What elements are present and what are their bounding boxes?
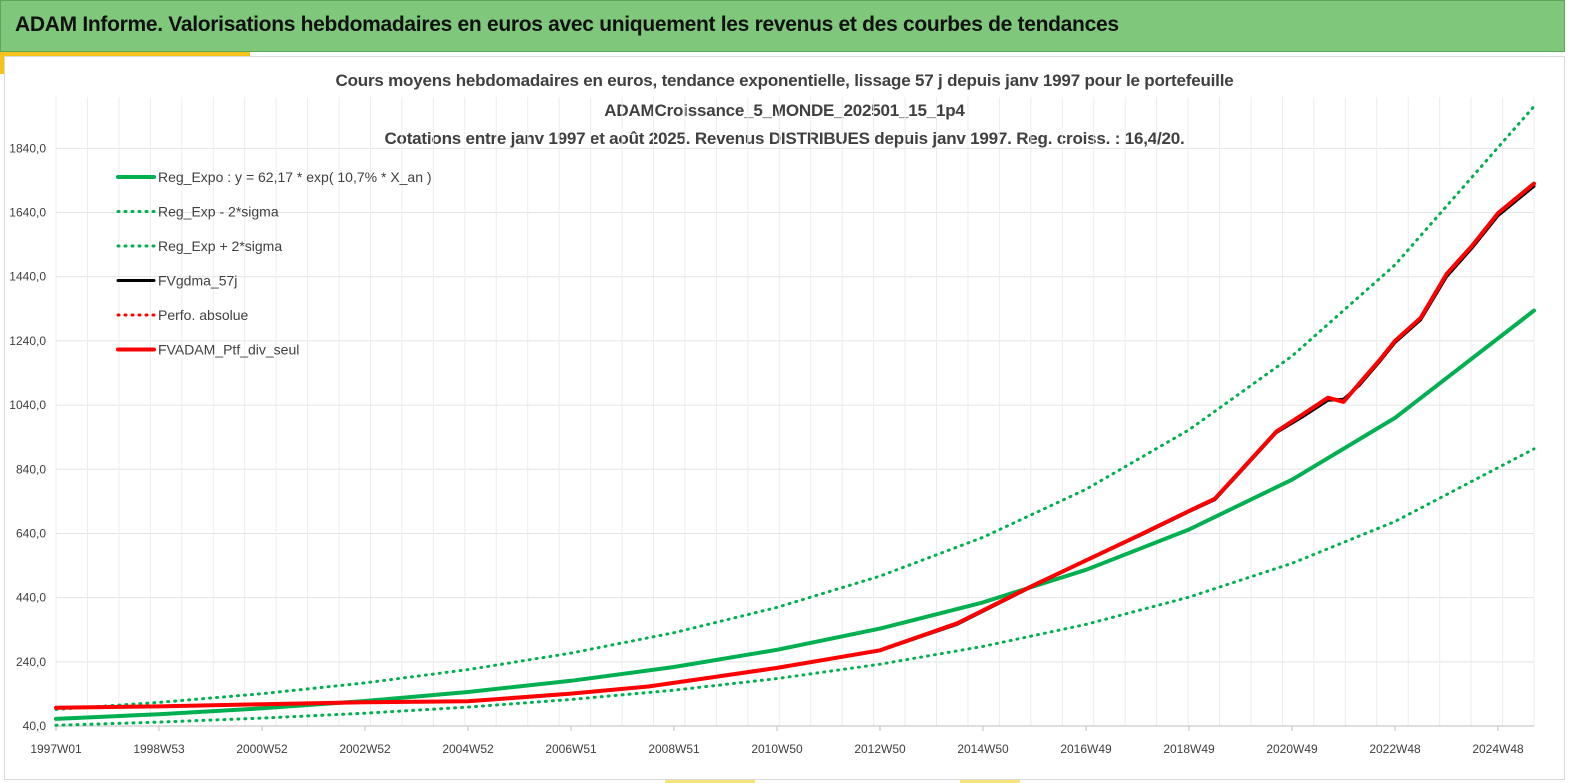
accent-bar-top xyxy=(0,52,250,56)
x-tick-label: 2022W48 xyxy=(1369,742,1421,756)
legend-label: Reg_Exp - 2*sigma xyxy=(158,204,279,220)
x-tick-label: 2020W49 xyxy=(1266,742,1318,756)
axes: 40,0 240,0 440,0 640,0 840,0 1040,0 1240,0 1440… xyxy=(9,141,1534,756)
legend-label: FVADAM_Ptf_div_seul xyxy=(158,342,299,358)
y-tick-label: 1840,0 xyxy=(9,141,46,155)
legend-label: Reg_Exp + 2*sigma xyxy=(158,238,282,254)
y-tick-label: 40,0 xyxy=(23,719,47,733)
series-line-1 xyxy=(54,447,1536,727)
x-tick-label: 1997W01 xyxy=(30,742,82,756)
accent-bar-bottom-2 xyxy=(960,779,1020,783)
legend-label: Perfo. absolue xyxy=(158,307,248,323)
y-tick-label: 440,0 xyxy=(16,591,46,605)
x-tick-label: 2012W50 xyxy=(854,742,906,756)
accent-bar-bottom-1 xyxy=(665,779,755,783)
x-tick-label: 2002W52 xyxy=(339,742,391,756)
chart-title-line-2: ADAMCroissance_5_MONDE_202501_15_1p4 xyxy=(604,101,965,120)
x-tick-label: 2016W49 xyxy=(1060,742,1112,756)
legend-label: FVgdma_57j xyxy=(158,273,237,289)
legend-label: Reg_Expo : y = 62,17 * exp( 10,7% * X_an… xyxy=(158,169,432,185)
y-tick-label: 640,0 xyxy=(16,526,46,540)
x-tick-label: 1998W53 xyxy=(133,742,185,756)
y-tick-label: 1640,0 xyxy=(9,206,46,220)
x-tick-label: 2024W48 xyxy=(1472,742,1524,756)
accent-bar-left xyxy=(0,52,6,74)
legend: Reg_Expo : y = 62,17 * exp( 10,7% * X_an… xyxy=(116,169,432,358)
series-line-3 xyxy=(54,184,1536,710)
series-line-2 xyxy=(54,104,1536,711)
x-tick-label: 2000W52 xyxy=(236,742,288,756)
y-tick-label: 1040,0 xyxy=(9,398,46,412)
x-tick-label: 2008W51 xyxy=(648,742,700,756)
y-tick-label: 840,0 xyxy=(16,462,46,476)
chart-title-line-3: Cotations entre janv 1997 et août 2025. … xyxy=(384,129,1185,148)
series-line-5 xyxy=(54,181,1536,710)
chart-area xyxy=(4,56,1565,780)
series-group xyxy=(54,104,1536,727)
x-tick-label: 2004W52 xyxy=(442,742,494,756)
page-title: ADAM Informe. Valorisations hebdomadaire… xyxy=(15,13,1119,36)
x-tick-label: 2010W50 xyxy=(751,742,803,756)
series-line-0 xyxy=(54,308,1536,721)
x-tick-label: 2006W51 xyxy=(545,742,597,756)
y-tick-label: 1440,0 xyxy=(9,270,46,284)
y-tick-label: 1240,0 xyxy=(9,334,46,348)
x-tick-label: 2018W49 xyxy=(1163,742,1215,756)
chart-title-line-1: Cours moyens hebdomadaires en euros, ten… xyxy=(335,71,1234,90)
x-tick-label: 2014W50 xyxy=(957,742,1009,756)
header-banner: ADAM Informe. Valorisations hebdomadaire… xyxy=(0,0,1565,52)
y-tick-label: 240,0 xyxy=(16,655,46,669)
